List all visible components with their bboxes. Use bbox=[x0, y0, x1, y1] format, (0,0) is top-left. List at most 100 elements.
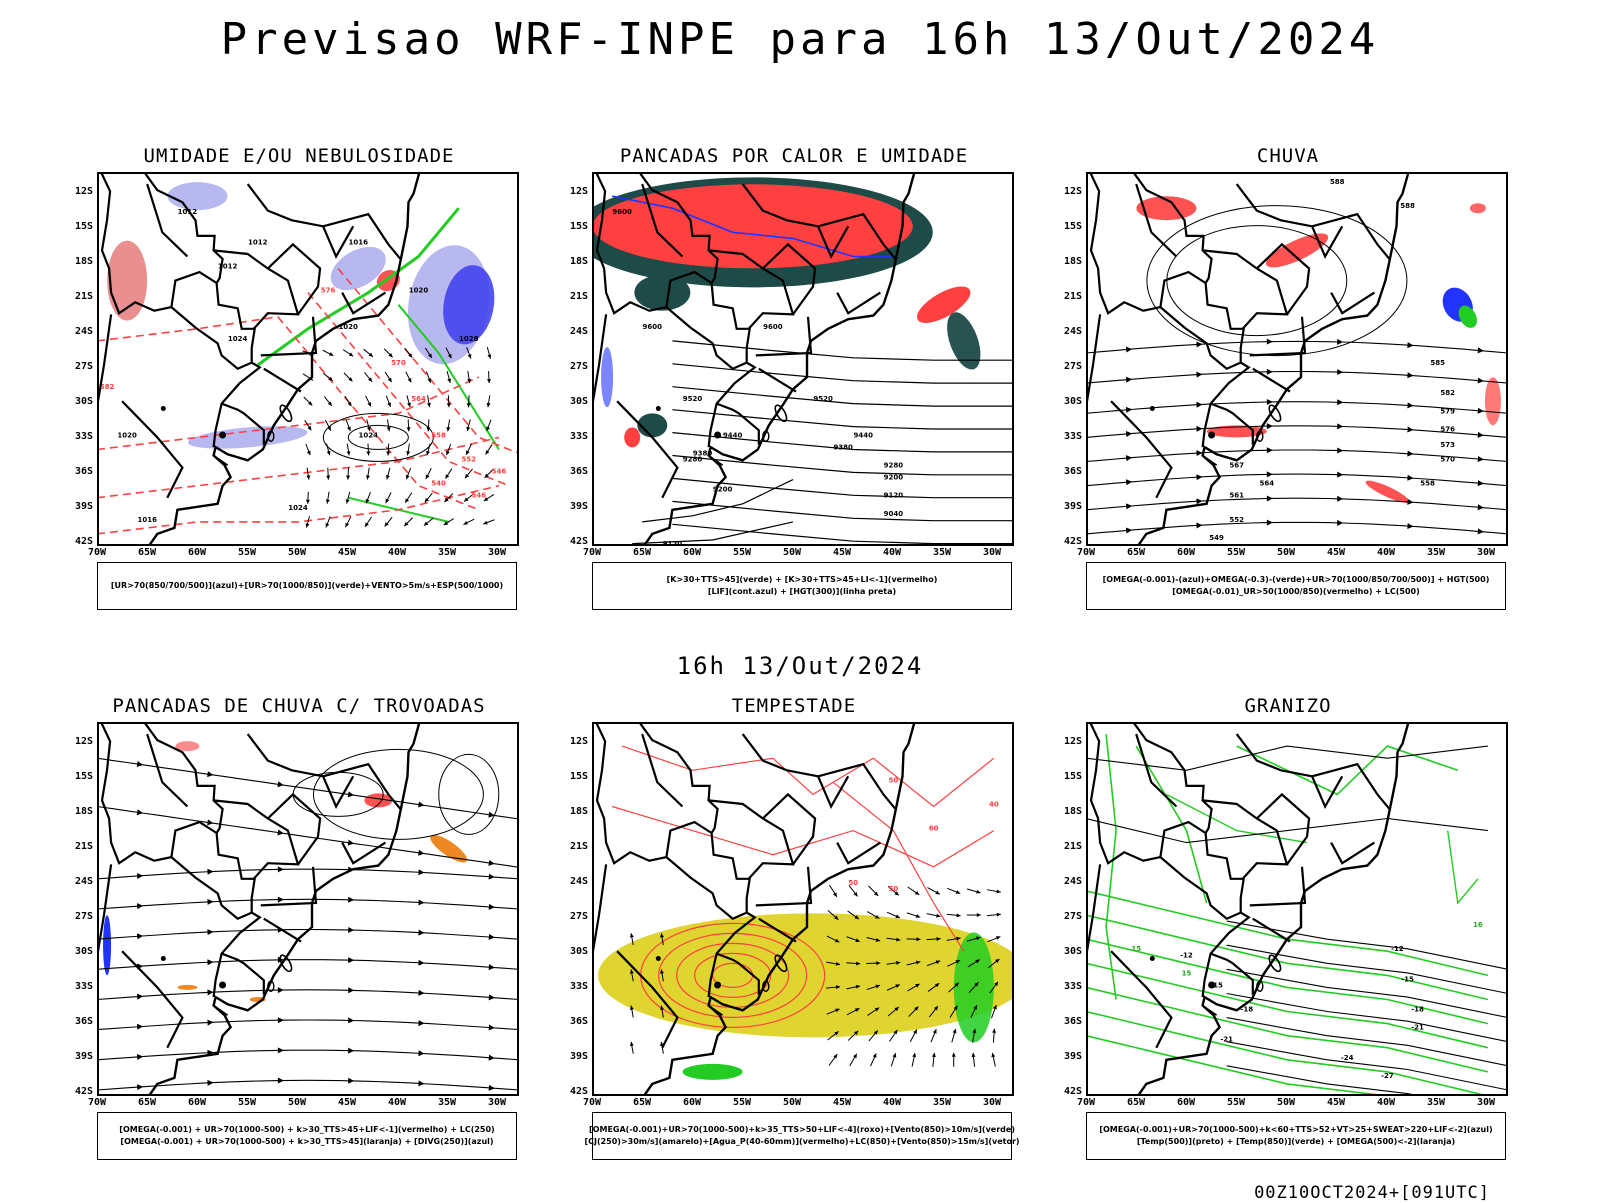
contour-label: 9600 bbox=[612, 208, 632, 216]
lat-label: 27S bbox=[1048, 911, 1082, 922]
contour-label: 576 bbox=[1440, 425, 1455, 433]
legend-line: [OMEGA(-0.001) + UR>70(1000-500) + k>30_… bbox=[120, 1136, 493, 1148]
lon-label: 40W bbox=[380, 547, 414, 558]
lon-label: 40W bbox=[875, 547, 909, 558]
contour-label: 9040 bbox=[884, 510, 904, 518]
lat-label: 12S bbox=[554, 186, 588, 197]
lat-label: 15S bbox=[59, 221, 93, 232]
lat-label: 24S bbox=[59, 876, 93, 887]
lat-label: 42S bbox=[1048, 536, 1082, 547]
lat-label: 30S bbox=[59, 946, 93, 957]
contour-label: 570 bbox=[391, 359, 406, 367]
lat-label: 18S bbox=[554, 806, 588, 817]
contour-label: 576 bbox=[321, 287, 336, 295]
lon-label: 50W bbox=[775, 1097, 809, 1108]
contour-label: 60 bbox=[929, 825, 939, 833]
lat-label: 36S bbox=[59, 1016, 93, 1027]
contour-label: 40 bbox=[989, 800, 999, 808]
legend-trovoadas: [OMEGA(-0.001) + UR>70(1000-500) + k>30_… bbox=[97, 1112, 517, 1160]
lat-label: 27S bbox=[59, 911, 93, 922]
lon-label: 40W bbox=[1369, 1097, 1403, 1108]
lon-label: 45W bbox=[825, 547, 859, 558]
lat-label: 24S bbox=[59, 326, 93, 337]
lat-label: 15S bbox=[1048, 771, 1082, 782]
lat-label: 42S bbox=[554, 1086, 588, 1097]
lon-label: 70W bbox=[80, 1097, 114, 1108]
lon-label: 35W bbox=[430, 547, 464, 558]
contour-label: 570 bbox=[1440, 456, 1455, 464]
lat-label: 15S bbox=[59, 771, 93, 782]
lat-label: 42S bbox=[59, 536, 93, 547]
lat-label: 18S bbox=[1048, 256, 1082, 267]
lat-label: 36S bbox=[1048, 466, 1082, 477]
contour-label: 1020 bbox=[409, 287, 429, 295]
lat-label: 33S bbox=[59, 981, 93, 992]
lon-label: 55W bbox=[230, 547, 264, 558]
panel-title: GRANIZO bbox=[1048, 695, 1528, 717]
lon-label: 55W bbox=[1219, 547, 1253, 558]
lon-label: 70W bbox=[1069, 1097, 1103, 1108]
contour-label: 16 bbox=[1473, 921, 1483, 929]
panel-trovoadas: PANCADAS DE CHUVA C/ TROVOADAS [OMEGA(-0… bbox=[59, 695, 539, 1195]
contour-label: -21 bbox=[1411, 1024, 1424, 1032]
contour-label: -12 bbox=[1180, 951, 1193, 959]
lon-label: 65W bbox=[130, 1097, 164, 1108]
panel-title: PANCADAS POR CALOR E UMIDADE bbox=[554, 145, 1034, 167]
legend-umidade: [UR>70(850/700/500)](azul)+[UR>70(1000/8… bbox=[97, 562, 517, 610]
contour-label: 546 bbox=[471, 492, 486, 500]
lon-label: 50W bbox=[775, 547, 809, 558]
lat-label: 27S bbox=[1048, 361, 1082, 372]
contour-label: 582 bbox=[100, 383, 115, 391]
lon-label: 50W bbox=[280, 547, 314, 558]
contour-label: 1024 bbox=[359, 431, 379, 439]
lat-label: 15S bbox=[1048, 221, 1082, 232]
contour-label: 549 bbox=[1209, 534, 1224, 542]
lat-label: 30S bbox=[554, 396, 588, 407]
lat-label: 42S bbox=[554, 536, 588, 547]
lat-label: 24S bbox=[1048, 326, 1082, 337]
lat-label: 18S bbox=[59, 256, 93, 267]
lon-label: 65W bbox=[130, 547, 164, 558]
lon-label: 35W bbox=[1419, 547, 1453, 558]
contour-label: 15 bbox=[1182, 969, 1192, 977]
legend-line: [OMEGA(-0.001) + UR>70(1000-500) + k>30_… bbox=[119, 1124, 494, 1136]
lat-label: 39S bbox=[554, 501, 588, 512]
legend-line: [OMEGA(-0.001)-(azul)+OMEGA(-0.3)-(verde… bbox=[1103, 574, 1490, 586]
contour-label: 9440 bbox=[723, 431, 743, 439]
contour-label: -21 bbox=[1220, 1036, 1233, 1044]
contour-label: 558 bbox=[431, 431, 446, 439]
lat-label: 21S bbox=[1048, 841, 1082, 852]
contour-label: 552 bbox=[1229, 516, 1244, 524]
lat-label: 33S bbox=[59, 431, 93, 442]
lon-label: 50W bbox=[280, 1097, 314, 1108]
lon-label: 60W bbox=[675, 1097, 709, 1108]
contour-label: 15 bbox=[1131, 945, 1141, 953]
lon-label: 45W bbox=[330, 547, 364, 558]
mid-title: 16h 13/Out/2024 bbox=[0, 652, 1600, 680]
contour-label: 9280 bbox=[884, 462, 904, 470]
lon-label: 30W bbox=[975, 1097, 1009, 1108]
lat-label: 39S bbox=[59, 501, 93, 512]
lat-label: 18S bbox=[1048, 806, 1082, 817]
lat-label: 27S bbox=[59, 361, 93, 372]
lat-label: 21S bbox=[554, 291, 588, 302]
contour-label: 9600 bbox=[763, 323, 783, 331]
lat-label: 12S bbox=[554, 736, 588, 747]
lon-label: 30W bbox=[480, 1097, 514, 1108]
contour-label: 579 bbox=[1440, 407, 1455, 415]
contour-label: 50 bbox=[889, 776, 899, 784]
lon-label: 60W bbox=[675, 547, 709, 558]
lat-label: 42S bbox=[59, 1086, 93, 1097]
legend-tempestade: [OMEGA(-0.001)+UR>70(1000-500)+k>35_TTS>… bbox=[592, 1112, 1012, 1160]
lon-label: 30W bbox=[1469, 547, 1503, 558]
contour-label: 558 bbox=[1420, 480, 1435, 488]
legend-line: [OMEGA(-0.01)_UR>50(1000/850)(vermelho) … bbox=[1172, 586, 1420, 598]
lon-label: 35W bbox=[430, 1097, 464, 1108]
lat-label: 24S bbox=[554, 876, 588, 887]
